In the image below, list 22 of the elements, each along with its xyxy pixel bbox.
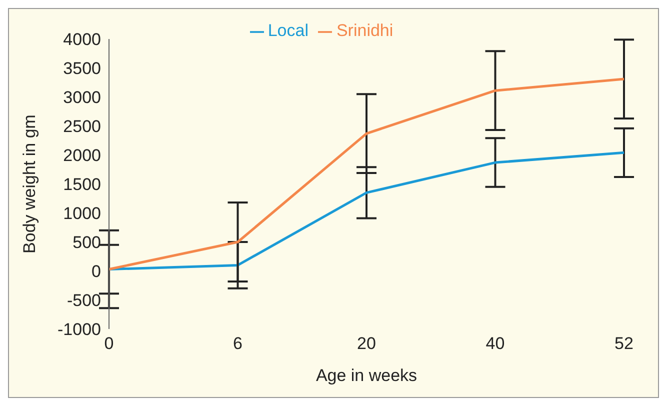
y-tick-label: 3000 (63, 88, 101, 108)
legend-label: Local (268, 21, 308, 40)
x-tick-label: 52 (614, 334, 634, 354)
y-tick-label: 500 (72, 233, 101, 252)
y-tick-label: 1500 (63, 175, 101, 194)
y-tick-label: 4000 (63, 30, 101, 50)
y-tick-label: 0 (92, 262, 101, 282)
y-axis-title: Body weight in gm (20, 114, 40, 254)
y-tick-label: -500 (66, 291, 101, 310)
y-tick-label: 1000 (63, 204, 101, 224)
x-axis-title: Age in weeks (316, 366, 418, 385)
line-series (108, 78, 626, 271)
y-tick-label: -1000 (58, 320, 101, 340)
x-tick-label: 20 (357, 334, 376, 354)
y-tick-label: 3500 (63, 59, 101, 78)
x-tick-label: 6 (233, 334, 242, 354)
x-tick-label: 0 (104, 334, 114, 354)
x-tick-label: 40 (486, 334, 505, 354)
legend-label: Srinidhi (336, 21, 394, 40)
line-series (108, 151, 626, 271)
y-tick-label: 2500 (63, 117, 101, 136)
y-tick-label: 2000 (63, 146, 101, 166)
